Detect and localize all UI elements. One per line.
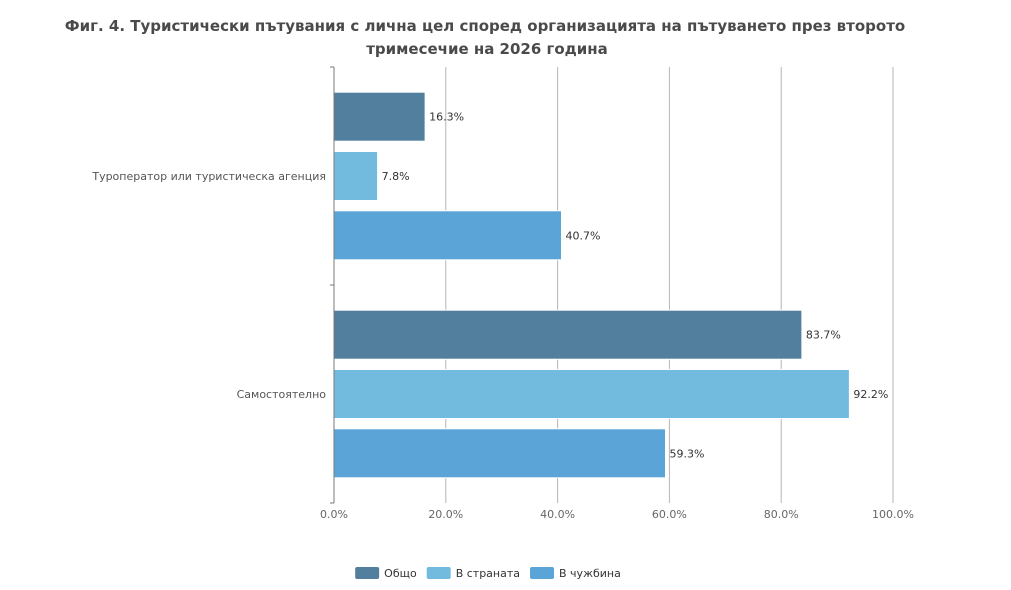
legend-swatch <box>355 567 380 579</box>
chart-title-line-1: Фиг. 4. Туристически пътувания с лична ц… <box>65 17 905 35</box>
category-label: Туроператор или туристическа агенция <box>91 170 326 183</box>
bar <box>333 91 426 142</box>
data-label: 7.8% <box>382 170 410 183</box>
x-tick-labels: 0.0% 20.0% 40.0% 60.0% 80.0% 100.0% <box>320 508 914 521</box>
bar <box>333 428 666 479</box>
x-tick-label: 80.0% <box>764 508 799 521</box>
legend-swatch <box>530 567 555 579</box>
data-label: 59.3% <box>669 447 704 460</box>
legend: Общо В страната В чужбина <box>355 567 621 580</box>
bar <box>333 369 850 419</box>
data-label: 16.3% <box>429 111 464 124</box>
bar <box>333 151 379 201</box>
legend-label: В страната <box>456 567 520 580</box>
data-labels: 16.3% 7.8% 40.7% 83.7% 92.2% 59.3% <box>382 111 889 461</box>
data-label: 83.7% <box>806 329 841 342</box>
x-tick-label: 20.0% <box>428 508 463 521</box>
data-label: 92.2% <box>853 388 888 401</box>
x-tick-label: 100.0% <box>872 508 914 521</box>
legend-swatch <box>426 567 451 579</box>
data-label: 40.7% <box>566 229 601 242</box>
legend-label: Общо <box>384 567 417 580</box>
axes <box>330 66 335 504</box>
legend-label: В чужбина <box>559 567 621 580</box>
chart-title-line-2: тримесечие на 2026 година <box>366 40 608 58</box>
category-labels: Туроператор или туристическа агенция Само… <box>91 170 326 401</box>
bar <box>333 309 803 360</box>
x-tick-label: 60.0% <box>652 508 687 521</box>
bar <box>333 210 563 261</box>
x-tick-label: 0.0% <box>320 508 348 521</box>
bars <box>333 91 850 479</box>
x-tick-label: 40.0% <box>540 508 575 521</box>
category-label: Самостоятелно <box>237 388 327 401</box>
